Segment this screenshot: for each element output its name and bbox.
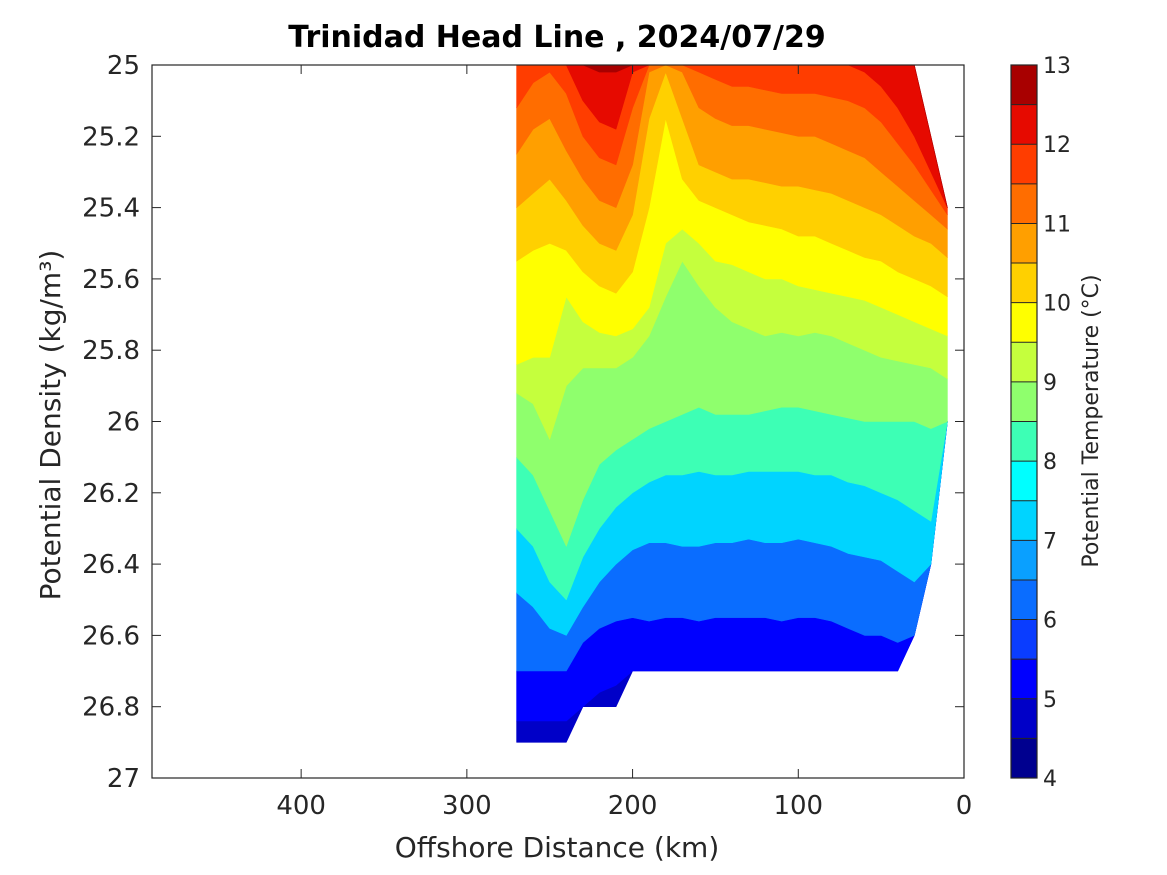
colorbar-frame [1010,64,1038,779]
colorbar: 4 5 6 7 8 9 10 11 12 13 [1010,54,1071,792]
colorbar-swatch [1011,342,1037,382]
colorbar-swatch [1011,738,1037,778]
y-tick-label: 26.6 [82,621,140,651]
colorbar-swatch [1011,500,1037,541]
colorbar-tick-label: 6 [1043,609,1057,634]
colorbar-swatch [1011,263,1037,303]
y-tick-label: 26.2 [82,479,140,509]
x-tick-label: 400 [276,791,326,821]
colorbar-swatch [1011,183,1037,224]
colorbar-swatch [1011,223,1037,264]
y-tick-label: 26.8 [82,693,140,723]
colorbar-swatch [1011,540,1037,580]
y-tick-label: 25 [107,51,140,81]
colorbar-tick-label: 5 [1043,688,1057,713]
y-tick-label: 25.6 [82,265,140,295]
colorbar-swatch [1011,461,1037,501]
y-tick-label: 25.8 [82,336,140,366]
colorbar-swatch [1011,381,1037,422]
colorbar-tick-label: 10 [1043,292,1071,317]
y-tick-label: 26.4 [82,550,140,580]
contour-fill [516,64,948,743]
colorbar-tick-label: 4 [1043,767,1057,792]
colorbar-label: Potential Temperature (°C) [1079,274,1104,567]
colorbar-tick-label: 12 [1043,133,1071,158]
y-tick-label: 25.4 [82,194,140,224]
x-tick-label: 300 [442,791,492,821]
x-axis-label: Offshore Distance (km) [395,831,720,864]
y-axis-label: Potential Density (kg/m³) [34,250,67,601]
colorbar-swatch [1011,659,1037,699]
chart-title: Trinidad Head Line , 2024/07/29 [288,20,825,55]
y-tick-label: 26 [107,408,140,438]
y-tick-label: 27 [107,764,140,794]
colorbar-swatch [1011,104,1037,145]
colorbar-swatch [1011,65,1037,105]
colorbar-tick-label: 7 [1043,529,1057,554]
colorbar-tick-label: 13 [1043,54,1071,79]
colorbar-swatch [1011,619,1037,660]
y-tick-label: 25.2 [82,122,140,152]
x-tick-label: 0 [956,791,973,821]
colorbar-swatch [1011,144,1037,184]
colorbar-swatch [1011,421,1037,462]
x-tick-label: 200 [608,791,658,821]
colorbar-swatch [1011,302,1037,343]
colorbar-tick-label: 8 [1043,450,1057,475]
colorbar-swatch [1011,698,1037,739]
x-axis-ticks: 400 300 200 100 0 [276,65,972,821]
colorbar-tick-label: 9 [1043,371,1057,396]
x-tick-label: 100 [773,791,823,821]
y-axis-ticks: 25 25.2 25.4 25.6 25.8 26 26.2 26.4 26.6 26.8 27 [82,51,964,794]
colorbar-swatch [1011,579,1037,620]
colorbar-tick-label: 11 [1043,212,1071,237]
